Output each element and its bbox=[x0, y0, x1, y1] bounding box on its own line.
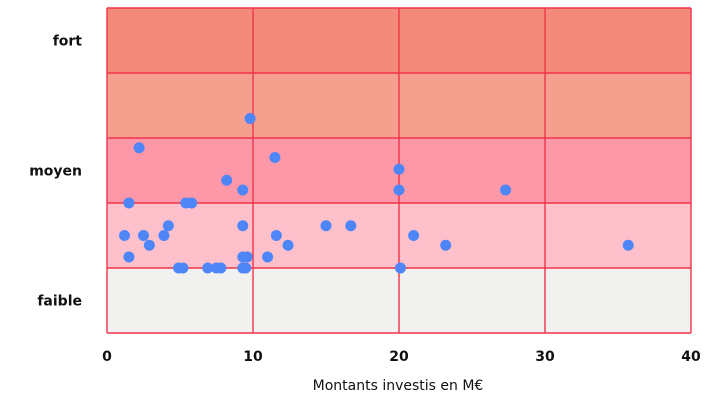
data-point bbox=[162, 220, 174, 232]
x-tick-label: 10 bbox=[243, 349, 263, 365]
data-point bbox=[269, 152, 281, 163]
data-point bbox=[158, 230, 170, 241]
y-category-labels: fort moyen faible bbox=[29, 34, 82, 310]
data-point bbox=[622, 239, 634, 251]
data-point bbox=[221, 174, 233, 186]
y-category-label: faible bbox=[37, 294, 82, 310]
x-tick-label: 30 bbox=[535, 349, 555, 365]
data-point bbox=[262, 251, 274, 263]
data-point bbox=[138, 230, 149, 241]
data-point bbox=[240, 262, 252, 274]
data-point bbox=[345, 220, 357, 232]
x-tick-labels: 0 10 20 30 40 bbox=[102, 349, 701, 365]
data-point bbox=[282, 239, 294, 251]
y-category-label: fort bbox=[53, 34, 83, 50]
x-axis-label: Montants investis en M€ bbox=[313, 378, 484, 394]
data-points bbox=[119, 113, 634, 274]
data-point bbox=[237, 220, 249, 232]
data-point bbox=[237, 184, 249, 196]
data-point bbox=[177, 262, 189, 274]
data-point bbox=[215, 262, 227, 274]
data-point bbox=[408, 230, 420, 241]
data-point bbox=[202, 262, 214, 274]
data-point bbox=[500, 184, 512, 196]
data-point bbox=[119, 230, 131, 241]
data-point bbox=[133, 142, 145, 154]
y-category-label: moyen bbox=[29, 164, 82, 180]
data-point bbox=[394, 262, 406, 274]
x-tick-label: 40 bbox=[681, 349, 701, 365]
data-point bbox=[123, 251, 135, 263]
data-point bbox=[143, 239, 155, 251]
data-point bbox=[270, 230, 282, 241]
data-point bbox=[186, 197, 198, 209]
x-tick-label: 0 bbox=[102, 349, 112, 365]
data-point bbox=[244, 113, 256, 124]
data-point bbox=[241, 251, 253, 263]
data-point bbox=[123, 197, 135, 209]
data-point bbox=[320, 220, 332, 232]
data-point bbox=[393, 163, 405, 175]
x-tick-label: 20 bbox=[389, 349, 409, 365]
data-point bbox=[440, 239, 452, 251]
data-point bbox=[393, 184, 405, 196]
